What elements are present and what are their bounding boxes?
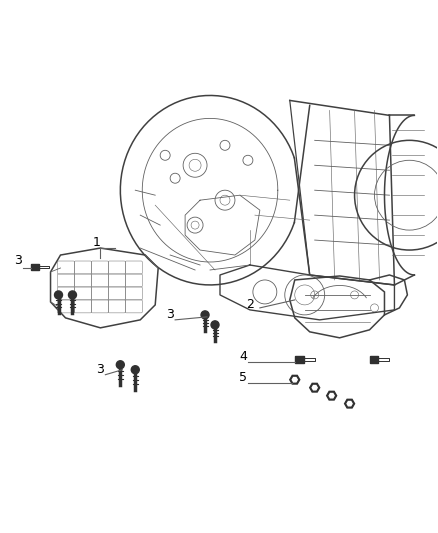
Circle shape <box>68 291 77 299</box>
Text: 5: 5 <box>239 371 247 384</box>
Polygon shape <box>39 265 49 268</box>
Polygon shape <box>347 401 352 406</box>
Polygon shape <box>310 383 320 392</box>
Polygon shape <box>290 375 300 384</box>
Circle shape <box>131 366 139 374</box>
Polygon shape <box>304 358 314 361</box>
Circle shape <box>201 311 209 319</box>
Polygon shape <box>327 391 337 400</box>
Polygon shape <box>292 377 297 382</box>
Circle shape <box>54 291 63 299</box>
Circle shape <box>211 321 219 329</box>
Text: 4: 4 <box>239 350 247 364</box>
Text: 2: 2 <box>246 298 254 311</box>
Polygon shape <box>378 358 389 361</box>
Polygon shape <box>31 264 39 270</box>
Polygon shape <box>295 356 304 364</box>
Polygon shape <box>345 399 355 408</box>
Text: 3: 3 <box>96 363 104 376</box>
Text: 3: 3 <box>14 254 21 266</box>
Text: 1: 1 <box>92 236 100 248</box>
Polygon shape <box>312 385 317 390</box>
Polygon shape <box>329 393 334 398</box>
Polygon shape <box>370 356 378 364</box>
Circle shape <box>117 361 124 369</box>
Text: 3: 3 <box>166 309 174 321</box>
